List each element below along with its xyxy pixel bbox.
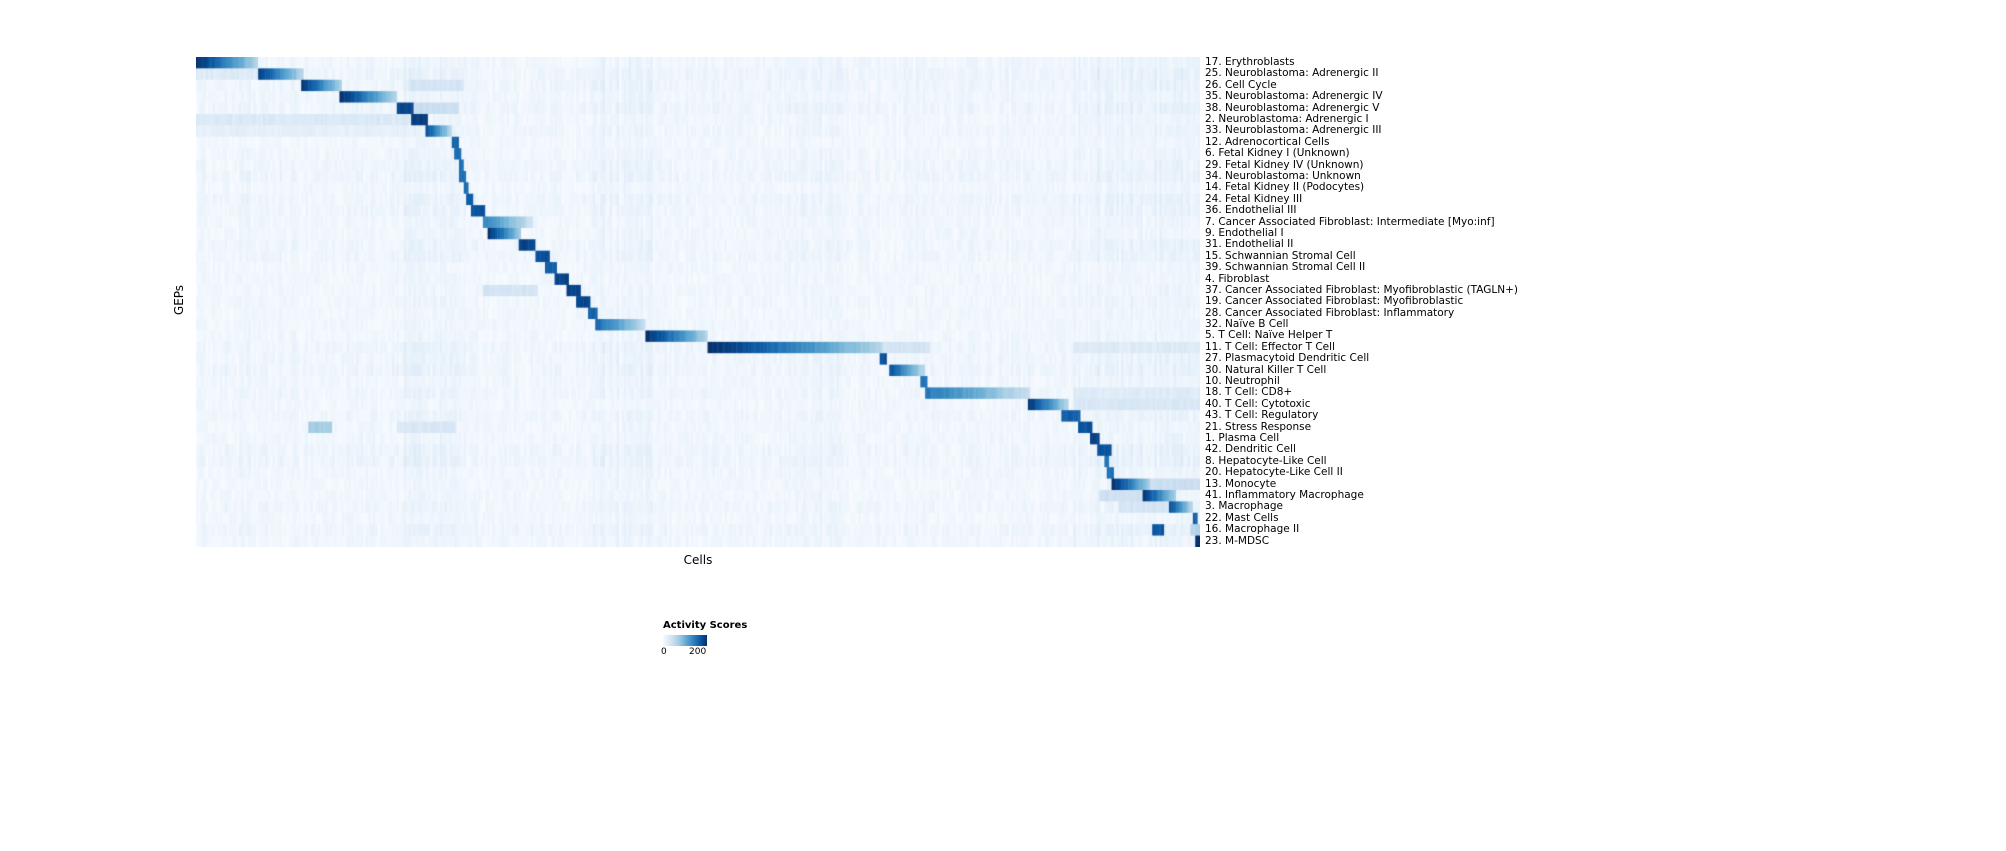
row-label: 2. Neuroblastoma: Adrenergic I xyxy=(1205,112,1369,125)
row-label: 17. Erythroblasts xyxy=(1205,56,1295,68)
legend-max-label: 200 xyxy=(689,647,707,657)
row-label: 8. Hepatocyte-Like Cell xyxy=(1205,454,1327,467)
row-label: 25. Neuroblastoma: Adrenergic II xyxy=(1205,67,1379,80)
row-labels: 17. Erythroblasts 25. Neuroblastoma: Adre… xyxy=(1205,56,1765,547)
x-axis-label: Cells xyxy=(683,553,713,567)
row-label: 18. T Cell: CD8+ xyxy=(1205,386,1293,399)
row-label: 6. Fetal Kidney I (Unknown) xyxy=(1205,147,1350,160)
row-label: 15. Schwannian Stromal Cell xyxy=(1205,249,1356,262)
row-label: 40. T Cell: Cytotoxic xyxy=(1205,397,1311,410)
legend-min-label: 0 xyxy=(661,647,667,657)
legend-ticks: 0 200 xyxy=(661,646,707,658)
row-label: 31. Endothelial II xyxy=(1205,238,1294,251)
y-axis-label: GEPs xyxy=(172,284,186,316)
row-label: 32. Naïve B Cell xyxy=(1205,318,1289,331)
row-label: 12. Adrenocortical Cells xyxy=(1205,135,1330,148)
row-label: 11. T Cell: Effector T Cell xyxy=(1205,340,1335,353)
row-label: 42. Dendritic Cell xyxy=(1205,443,1296,456)
legend-title: Activity Scores xyxy=(663,620,748,631)
row-label: 19. Cancer Associated Fibroblast: Myofib… xyxy=(1205,295,1464,308)
row-label: 21. Stress Response xyxy=(1205,420,1312,433)
row-label: 23. M-MDSC xyxy=(1205,534,1270,547)
row-label: 39. Schwannian Stromal Cell II xyxy=(1205,261,1366,274)
row-label: 27. Plasmacytoid Dendritic Cell xyxy=(1205,352,1370,365)
row-label: 37. Cancer Associated Fibroblast: Myofib… xyxy=(1205,283,1518,296)
row-label: 33. Neuroblastoma: Adrenergic III xyxy=(1205,124,1382,137)
row-label: 22. Mast Cells xyxy=(1205,511,1279,524)
row-label: 35. Neuroblastoma: Adrenergic IV xyxy=(1205,90,1383,103)
row-label: 4. Fibroblast xyxy=(1205,272,1270,285)
row-label: 30. Natural Killer T Cell xyxy=(1205,363,1327,376)
row-label: 20. Hepatocyte-Like Cell II xyxy=(1205,466,1343,479)
row-label: 43. T Cell: Regulatory xyxy=(1205,409,1319,422)
row-label: 41. Inflammatory Macrophage xyxy=(1205,489,1364,502)
row-label: 36. Endothelial III xyxy=(1205,204,1297,217)
row-label: 1. Plasma Cell xyxy=(1205,432,1280,445)
row-label: 38. Neuroblastoma: Adrenergic V xyxy=(1205,101,1380,114)
row-label: 24. Fetal Kidney III xyxy=(1205,192,1303,205)
row-label: 16. Macrophage II xyxy=(1205,523,1300,536)
row-label: 5. T Cell: Naïve Helper T xyxy=(1205,329,1333,342)
legend-gradient-bar xyxy=(663,635,707,646)
heatmap-canvas xyxy=(196,57,1200,547)
row-label: 29. Fetal Kidney IV (Unknown) xyxy=(1205,158,1364,171)
row-label: 28. Cancer Associated Fibroblast: Inflam… xyxy=(1205,306,1455,319)
row-label: 7. Cancer Associated Fibroblast: Interme… xyxy=(1205,215,1495,228)
row-label: 34. Neuroblastoma: Unknown xyxy=(1205,169,1361,182)
row-label: 9. Endothelial I xyxy=(1205,226,1284,239)
row-label: 13. Monocyte xyxy=(1205,477,1277,490)
row-label: 26. Cell Cycle xyxy=(1205,78,1277,91)
legend: Activity Scores 0 200 xyxy=(661,620,783,658)
row-label: 10. Neutrophil xyxy=(1205,375,1280,388)
row-label: 14. Fetal Kidney II (Podocytes) xyxy=(1205,181,1365,194)
row-label: 3. Macrophage xyxy=(1205,500,1284,513)
